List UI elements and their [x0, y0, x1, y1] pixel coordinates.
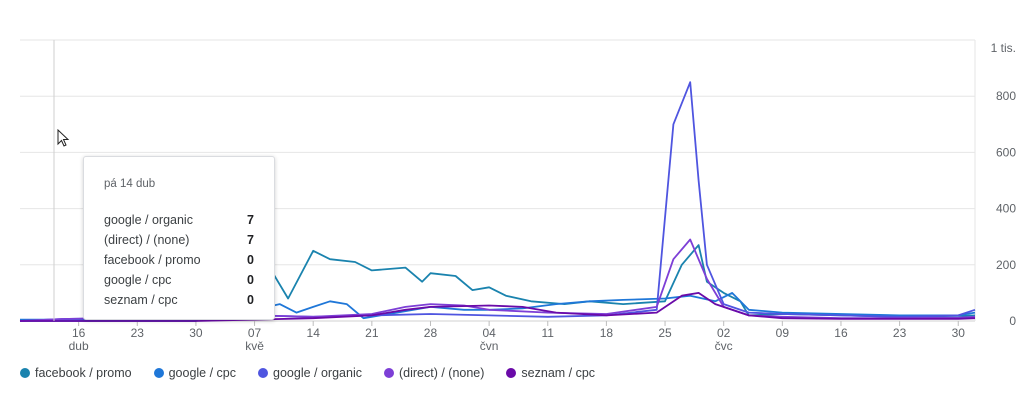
x-tick-label: 25 — [658, 326, 672, 340]
tooltip-row-label: (direct) / (none) — [104, 233, 190, 247]
x-tick-label: 23 — [131, 326, 145, 340]
series-line-seznam-cpc — [20, 292, 976, 322]
x-tick-label: 09 — [776, 326, 790, 340]
x-tick-label: 16 — [834, 326, 848, 340]
x-tick-label: 04 — [482, 326, 496, 340]
legend-dot-icon — [20, 368, 30, 378]
legend-dot-icon — [383, 368, 394, 378]
chart-legend: facebook / promo google / cpc google / o… — [20, 366, 595, 380]
x-tick-label: 30 — [952, 326, 966, 340]
y-tick-label: 200 — [996, 258, 1016, 272]
legend-item-google-organic[interactable]: google / organic — [258, 366, 362, 380]
tooltip-row: google / cpc 0 — [104, 273, 254, 289]
tooltip-row-label: facebook / promo — [104, 253, 201, 267]
tooltip-date: pá 14 dub — [104, 178, 156, 190]
x-tick-label: 02 — [717, 326, 731, 340]
y-tick-label: 0 — [1009, 314, 1016, 328]
x-tick-label: 23 — [893, 326, 907, 340]
legend-dot-icon — [258, 368, 269, 378]
tooltip-row-value: 7 — [247, 213, 254, 227]
legend-label: google / cpc — [168, 366, 237, 380]
legend-item-seznam-cpc[interactable]: seznam / cpc — [506, 366, 595, 380]
legend-label: google / organic — [273, 366, 362, 380]
x-tick-label: 30 — [189, 326, 203, 340]
y-tick-label: 800 — [996, 89, 1016, 103]
tooltip-row-value: 0 — [247, 253, 254, 267]
y-tick-label: 600 — [996, 145, 1016, 159]
tooltip-row-label: google / organic — [104, 213, 193, 227]
legend-label: (direct) / (none) — [398, 366, 485, 380]
tooltip-row: google / organic 7 — [104, 213, 254, 229]
legend-dot-icon — [153, 368, 164, 378]
tooltip-row-value: 0 — [247, 273, 254, 287]
x-tick-month-label: čvc — [715, 339, 733, 353]
x-tick-month-label: kvě — [245, 339, 264, 353]
legend-label: seznam / cpc — [521, 366, 596, 380]
legend-label: facebook / promo — [35, 366, 132, 380]
x-tick-label: 16 — [72, 326, 86, 340]
x-tick-label: 14 — [307, 326, 321, 340]
x-tick-month-label: čvn — [480, 339, 499, 353]
tooltip-row-value: 0 — [247, 293, 254, 307]
y-tick-label: 400 — [996, 202, 1016, 216]
chart-tooltip: pá 14 dub google / organic 7 (direct) / … — [83, 156, 275, 320]
x-tick-label: 11 — [542, 326, 555, 340]
tooltip-row: (direct) / (none) 7 — [104, 233, 254, 249]
x-tick-label: 18 — [600, 326, 614, 340]
tooltip-row-label: google / cpc — [104, 273, 172, 287]
tooltip-row-value: 7 — [247, 233, 254, 247]
legend-item-google-cpc[interactable]: google / cpc — [153, 366, 237, 380]
y-axis: 0 200 400 600 800 1 tis. — [991, 41, 1017, 328]
legend-item-direct-none[interactable]: (direct) / (none) — [383, 366, 485, 380]
x-tick-label: 28 — [424, 326, 438, 340]
legend-dot-icon — [506, 368, 517, 378]
x-tick-month-label: dub — [69, 339, 89, 353]
tooltip-row-label: seznam / cpc — [104, 293, 178, 307]
y-tick-label: 1 tis. — [991, 41, 1016, 55]
tooltip-row: seznam / cpc 0 — [104, 293, 254, 309]
series-line-facebook-promo — [20, 244, 976, 322]
tooltip-row: facebook / promo 0 — [104, 253, 254, 269]
mouse-pointer-icon — [57, 129, 70, 147]
x-tick-label: 07 — [248, 326, 262, 340]
legend-item-facebook-promo[interactable]: facebook / promo — [20, 366, 132, 380]
x-tick-label: 21 — [365, 326, 379, 340]
